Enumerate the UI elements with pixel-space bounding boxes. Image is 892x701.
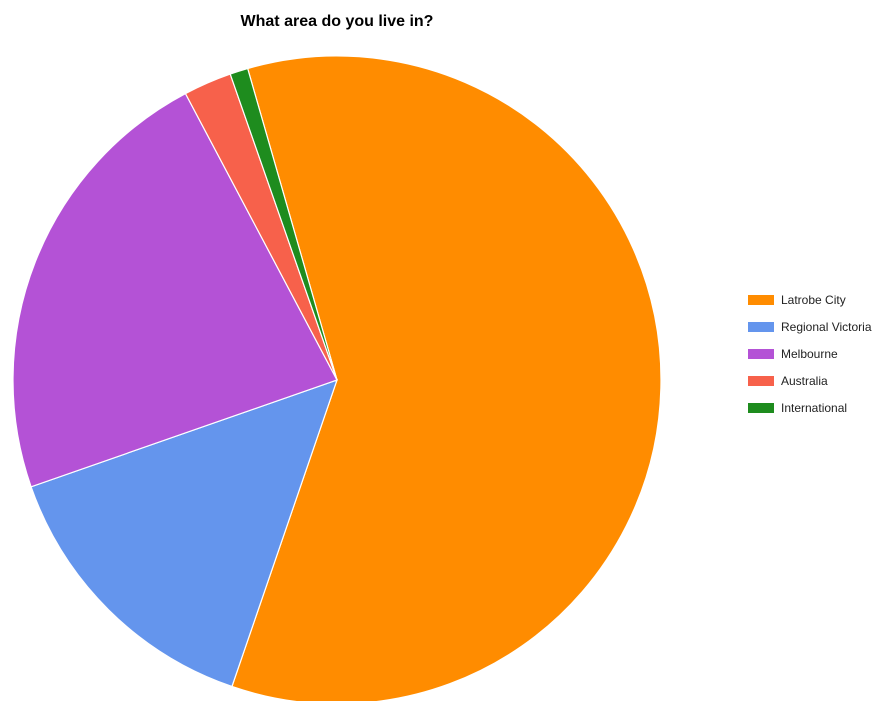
pie-slice-international: [229, 67, 338, 381]
legend-label-international: International: [781, 401, 847, 415]
legend-swatch-international: [748, 403, 774, 413]
pie-slices: [12, 55, 662, 701]
chart-title: What area do you live in?: [241, 13, 434, 30]
legend-label-melbourne: Melbourne: [781, 347, 838, 361]
legend-swatch-latrobe-city: [748, 295, 774, 305]
pie-slice-melbourne: [12, 92, 338, 488]
legend-label-latrobe-city: Latrobe City: [781, 293, 846, 307]
legend-label-australia: Australia: [781, 374, 828, 388]
legend-swatch-melbourne: [748, 349, 774, 359]
legend-swatch-regional-victoria: [748, 322, 774, 332]
pie-slice-regional-victoria: [30, 379, 338, 688]
chart-legend: Latrobe City Regional Victoria Melbourne Au…: [748, 293, 872, 415]
legend-swatch-australia: [748, 376, 774, 386]
pie-slice-latrobe-city: [231, 55, 662, 701]
legend-label-regional-victoria: Regional Victoria: [781, 320, 872, 334]
